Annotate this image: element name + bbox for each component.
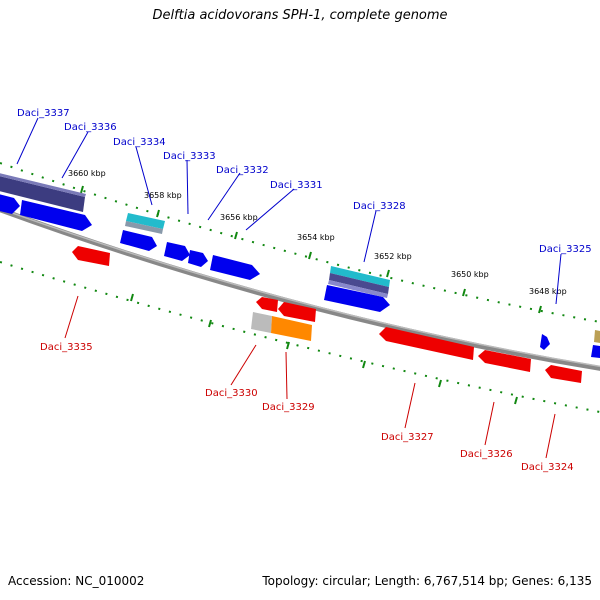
genome-backbone [0, 206, 600, 371]
forward-gene-arrow [591, 345, 600, 358]
reverse-gene-arrow [72, 246, 110, 266]
genome-backbone-highlight [0, 207, 600, 368]
tick-label: 3648 kbp [529, 287, 567, 296]
gene-label: Daci_3336 [64, 122, 117, 133]
reverse-genes [72, 246, 582, 383]
feature-band [0, 176, 85, 212]
forward-label-lines [16, 117, 562, 305]
forward-gene-arrow [164, 242, 190, 261]
forward-gene-arrow [20, 200, 92, 231]
tick-labels: 3660 kbp 3658 kbp 3656 kbp 3654 kbp 3652… [68, 169, 567, 296]
gene-label: Daci_3324 [521, 462, 574, 473]
topology-text: Topology: circular; Length: 6,767,514 bp… [262, 574, 592, 588]
gene-label: Daci_3325 [539, 244, 592, 255]
forward-gene-arrow [0, 194, 20, 214]
tick-label: 3656 kbp [220, 213, 258, 222]
tick-label: 3660 kbp [68, 169, 106, 178]
gene-label: Daci_3326 [460, 449, 513, 460]
forward-gene-arrow [210, 255, 260, 280]
gene-label: Daci_3337 [17, 108, 70, 119]
forward-gene-labels: Daci_3337 Daci_3336 Daci_3334 Daci_3333 … [17, 108, 592, 255]
gene-label: Daci_3327 [381, 432, 434, 443]
reverse-gene-arrow [256, 297, 278, 312]
gene-label: Daci_3335 [40, 342, 93, 353]
major-ticks [80, 185, 542, 405]
gene-label: Daci_3329 [262, 402, 315, 413]
map-title: Delftia acidovorans SPH-1, complete geno… [152, 8, 448, 23]
forward-gene-arrow [188, 250, 208, 267]
tick-label: 3658 kbp [144, 191, 182, 200]
tick-label: 3654 kbp [297, 233, 335, 242]
gene-label: Daci_3330 [205, 388, 258, 399]
feature-band [330, 266, 390, 287]
gene-label: Daci_3331 [270, 180, 323, 191]
feature-band [0, 173, 86, 197]
reverse-gene-labels: Daci_3335 Daci_3330 Daci_3329 Daci_3327 … [40, 342, 574, 473]
reverse-gene-arrow [478, 350, 531, 372]
tick-label: 3652 kbp [374, 252, 412, 261]
forward-gene-arrow [324, 285, 390, 312]
gene-label: Daci_3328 [353, 201, 406, 212]
gene-label: Daci_3333 [163, 151, 216, 162]
forward-genes [0, 194, 600, 358]
feature-band [271, 316, 312, 341]
feature-band [328, 280, 388, 298]
feature-band [251, 312, 272, 333]
forward-gene-arrow [120, 230, 157, 251]
reverse-gene-arrow [379, 327, 474, 360]
feature-band [594, 330, 600, 343]
accession-text: Accession: NC_010002 [8, 574, 145, 588]
reverse-gene-arrow [545, 365, 582, 383]
feature-band [125, 221, 163, 234]
reverse-label-lines [64, 295, 556, 459]
reverse-gene-arrow [278, 302, 316, 322]
gene-label: Daci_3332 [216, 165, 269, 176]
feature-band [126, 213, 165, 229]
forward-gene-arrow [540, 334, 550, 350]
gene-label: Daci_3334 [113, 137, 166, 148]
tick-label: 3650 kbp [451, 270, 489, 279]
feature-band [329, 273, 389, 294]
